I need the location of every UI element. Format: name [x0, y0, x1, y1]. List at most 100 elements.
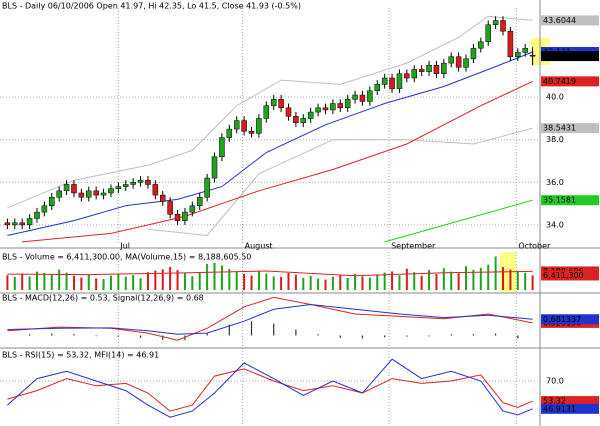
candle-body	[130, 182, 136, 185]
x-tick-label: Jul	[119, 242, 130, 251]
candle-body	[463, 58, 469, 68]
volume-bar	[531, 275, 534, 290]
line	[147, 127, 533, 237]
candle-body	[507, 30, 514, 57]
volume-bar	[235, 271, 238, 290]
x-tick-label: October	[518, 242, 551, 251]
candle-body	[78, 192, 85, 198]
volume-bar	[368, 277, 371, 290]
candle-body	[485, 24, 491, 43]
value-tag	[541, 76, 599, 87]
candle-body	[470, 47, 477, 60]
candle-body	[86, 190, 92, 198]
volume-bar	[228, 268, 231, 290]
volume-bar	[28, 276, 31, 290]
volume-bar	[206, 263, 209, 290]
candle-body	[12, 222, 18, 226]
volume-bar	[479, 267, 482, 290]
candle-body	[196, 196, 203, 206]
value-tag	[541, 403, 599, 414]
volume-bar	[58, 269, 61, 290]
candle-body	[108, 188, 114, 194]
volume-bar	[213, 262, 216, 290]
candle-body	[418, 69, 425, 72]
volume-bar	[161, 269, 164, 290]
volume-bar	[383, 272, 386, 290]
value-tag	[541, 195, 599, 206]
candle-body	[115, 186, 122, 189]
candle-body	[100, 192, 107, 196]
x-tick-label: August	[245, 242, 273, 251]
volume-bar	[220, 265, 223, 290]
line	[384, 199, 533, 243]
volume-bar	[405, 268, 408, 290]
panel-title: BLS - Volume = 6,411,300.00, MA(Volume,1…	[2, 253, 251, 262]
candle-body	[233, 120, 240, 130]
value-tag-label: 0.681337	[543, 315, 581, 324]
volume-bar	[494, 256, 497, 290]
value-tag-label: 41.93	[543, 52, 566, 61]
candle-body	[204, 177, 210, 198]
candle-body	[285, 107, 292, 117]
candle-body	[293, 116, 299, 123]
volume-bar	[413, 272, 416, 290]
candle-body	[448, 56, 454, 64]
value-tag-label: 6,411,300	[543, 271, 584, 280]
candle-body	[359, 94, 366, 102]
value-tag	[541, 270, 599, 281]
candle-body	[478, 41, 484, 49]
panel-title: BLS - MACD(12,26) = 0.53, Signal(12,26,9…	[2, 294, 204, 303]
candle-body	[241, 120, 247, 132]
candle-body	[322, 107, 329, 111]
volume-bar	[6, 275, 9, 290]
volume-bar	[176, 270, 179, 290]
candle-body	[219, 137, 225, 158]
volume-bar	[302, 277, 305, 290]
volume-bar	[502, 267, 505, 290]
candle-body	[389, 77, 395, 89]
line	[7, 51, 533, 236]
volume-bar	[95, 278, 98, 290]
volume-bar	[309, 275, 312, 290]
line	[7, 270, 533, 277]
volume-bar	[391, 271, 394, 290]
candle-body	[211, 156, 218, 179]
candle-body	[49, 196, 55, 206]
volume-bar	[257, 270, 260, 290]
candle-body	[529, 54, 536, 57]
panel-title: BLS - RSI(15) = 53.32, MFI(14) = 46.91	[2, 351, 159, 360]
volume-bar	[80, 277, 83, 290]
x-tick-label: September	[391, 242, 436, 251]
candle-body	[167, 201, 173, 215]
value-tag-label: 43.6044	[543, 16, 576, 25]
volume-bar	[361, 276, 364, 290]
line	[7, 358, 533, 418]
candle-body	[19, 222, 25, 226]
volume-bar	[35, 271, 38, 290]
value-tag-label: 40.7419	[543, 77, 576, 86]
volume-bar	[265, 273, 268, 290]
volume-bar	[117, 274, 120, 290]
candle-body	[182, 211, 188, 221]
volume-bar	[450, 271, 453, 290]
candle-body	[278, 99, 284, 109]
candle-body	[248, 130, 255, 134]
value-tag-label: 35.1581	[543, 196, 576, 205]
volume-bar	[280, 276, 283, 290]
volume-bar	[524, 272, 527, 290]
volume-bar	[183, 273, 186, 290]
candle-body	[455, 56, 462, 68]
volume-bar	[198, 272, 201, 290]
volume-bar	[169, 266, 172, 290]
candle-body	[396, 73, 403, 89]
volume-bar	[43, 273, 46, 290]
volume-bar	[50, 274, 53, 290]
value-tag-label: 46.9131	[543, 404, 576, 413]
candle-body	[515, 52, 521, 57]
volume-bar	[294, 274, 297, 290]
value-tag-label: 38.5431	[543, 124, 576, 133]
volume-bar	[139, 278, 142, 290]
volume-bar	[250, 275, 253, 290]
volume-bar	[109, 275, 112, 290]
